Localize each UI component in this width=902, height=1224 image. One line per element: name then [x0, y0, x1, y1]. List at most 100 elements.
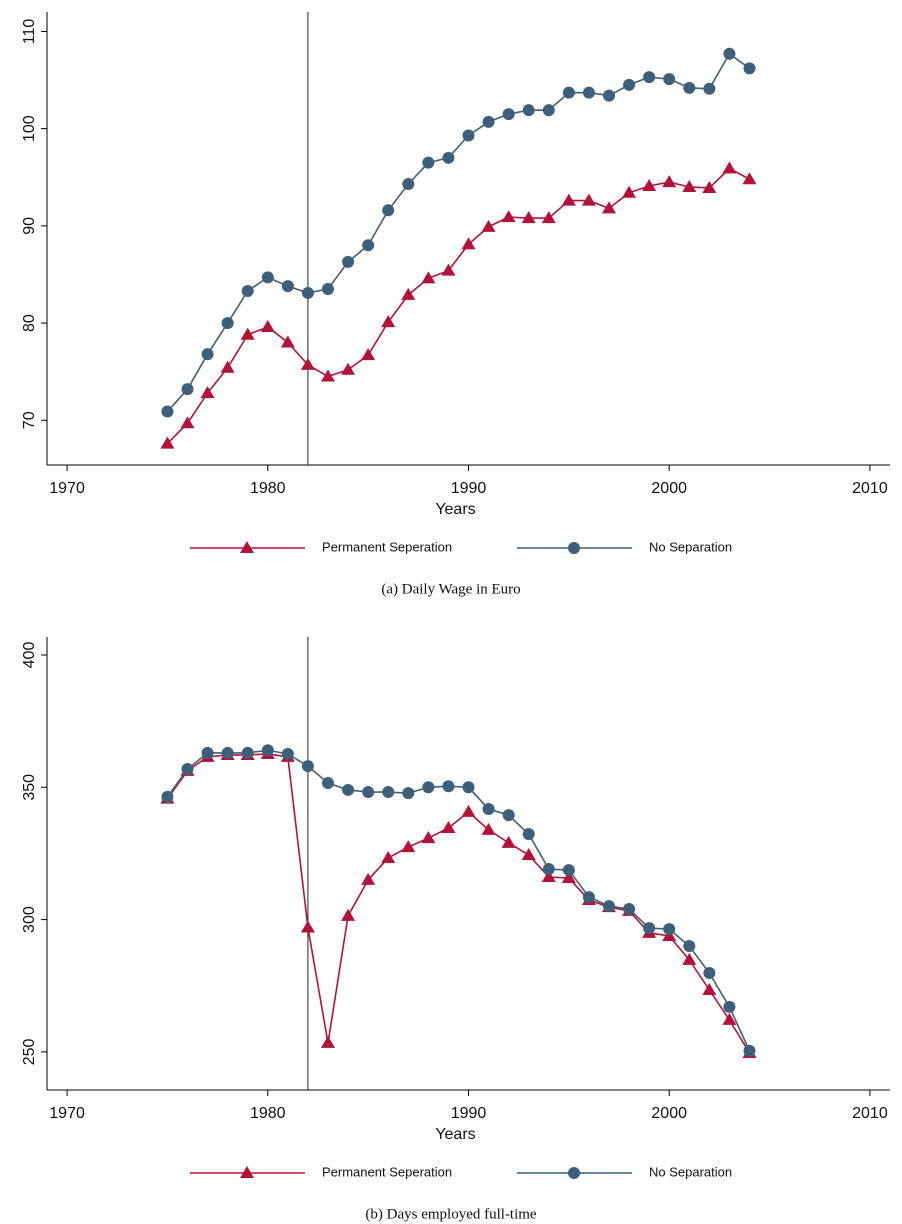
data-point	[723, 1000, 736, 1013]
legend-marker	[240, 541, 254, 553]
data-point	[502, 108, 515, 121]
data-point	[382, 204, 395, 217]
y-tick-label: 80	[21, 314, 38, 332]
y-tick-label: 110	[21, 19, 38, 45]
series-line	[166, 749, 751, 1052]
data-point	[260, 319, 275, 332]
data-point	[722, 1012, 737, 1025]
data-point	[341, 362, 356, 375]
data-point	[362, 786, 375, 799]
series-line	[166, 52, 750, 413]
data-point	[402, 787, 415, 800]
x-tick-label: 2000	[651, 1105, 687, 1122]
data-point	[462, 781, 475, 794]
data-point	[643, 71, 656, 84]
data-point	[461, 237, 476, 250]
data-point	[722, 161, 737, 174]
data-point	[642, 179, 657, 192]
data-point	[421, 831, 436, 844]
data-point	[502, 809, 515, 822]
x-tick-label: 1980	[250, 480, 286, 497]
data-point	[160, 436, 175, 449]
data-point	[482, 115, 495, 128]
data-point	[281, 280, 294, 293]
y-tick-label: 400	[21, 642, 38, 669]
data-point	[703, 82, 716, 95]
caption: (b) Days employed full-time	[365, 1206, 537, 1222]
data-point	[521, 211, 536, 224]
y-tick-label: 300	[21, 906, 38, 933]
data-point	[542, 863, 555, 876]
data-point	[603, 89, 615, 102]
series-line	[166, 167, 750, 445]
x-tick-label: 1980	[250, 1105, 286, 1122]
data-point	[462, 129, 475, 142]
data-point	[161, 405, 174, 418]
data-point	[300, 357, 315, 370]
data-point	[682, 179, 697, 192]
data-point	[662, 175, 677, 188]
data-point	[300, 920, 315, 933]
x-tick-label: 2010	[852, 1105, 888, 1122]
data-point	[361, 348, 376, 361]
data-point	[723, 47, 736, 60]
x-tick-label: 1970	[49, 1105, 85, 1122]
data-point	[442, 780, 455, 793]
data-point	[401, 287, 416, 300]
data-point	[442, 151, 455, 164]
data-point	[522, 828, 535, 841]
data-point	[703, 967, 716, 980]
legend-label: No Separation	[649, 539, 732, 554]
data-point	[602, 201, 616, 214]
series-line	[166, 753, 751, 1054]
x-tick-label: 1990	[451, 480, 487, 497]
data-point	[261, 271, 274, 284]
data-point	[401, 840, 416, 853]
data-point	[421, 271, 436, 284]
legend-marker	[568, 1167, 580, 1179]
caption: (a) Daily Wage in Euro	[381, 581, 520, 597]
legend-label: Permanent Seperation	[322, 539, 452, 554]
data-point	[582, 86, 595, 99]
data-point	[702, 180, 717, 193]
data-point	[562, 86, 575, 99]
legend-marker	[568, 542, 580, 554]
data-point	[742, 172, 757, 185]
data-point	[541, 211, 556, 224]
data-point	[342, 255, 355, 268]
data-point	[441, 263, 456, 276]
data-point	[342, 783, 355, 796]
data-point	[663, 73, 676, 86]
data-point	[281, 747, 294, 760]
x-tick-label: 2000	[651, 480, 687, 497]
data-point	[542, 104, 555, 117]
data-point	[382, 786, 395, 799]
data-point	[201, 746, 214, 759]
data-point	[261, 744, 274, 757]
legend-label: Permanent Seperation	[322, 1164, 452, 1179]
data-point	[422, 781, 435, 794]
data-point	[743, 1044, 756, 1057]
data-point	[663, 923, 676, 936]
data-point	[623, 78, 636, 91]
data-point	[561, 193, 576, 206]
data-point	[341, 908, 356, 921]
data-point	[501, 210, 516, 223]
data-point	[582, 891, 595, 904]
y-tick-label: 250	[21, 1038, 38, 1065]
x-tick-label: 2010	[852, 480, 888, 497]
data-point	[161, 790, 174, 803]
data-point	[181, 763, 194, 776]
data-point	[501, 835, 516, 848]
y-tick-label: 350	[21, 774, 38, 801]
data-point	[521, 848, 536, 861]
data-point	[301, 760, 314, 773]
data-point	[682, 952, 697, 965]
data-point	[441, 821, 456, 834]
data-point	[220, 360, 235, 373]
data-point	[361, 872, 376, 885]
data-point	[643, 922, 656, 935]
data-point	[241, 284, 254, 297]
data-point	[683, 940, 696, 953]
